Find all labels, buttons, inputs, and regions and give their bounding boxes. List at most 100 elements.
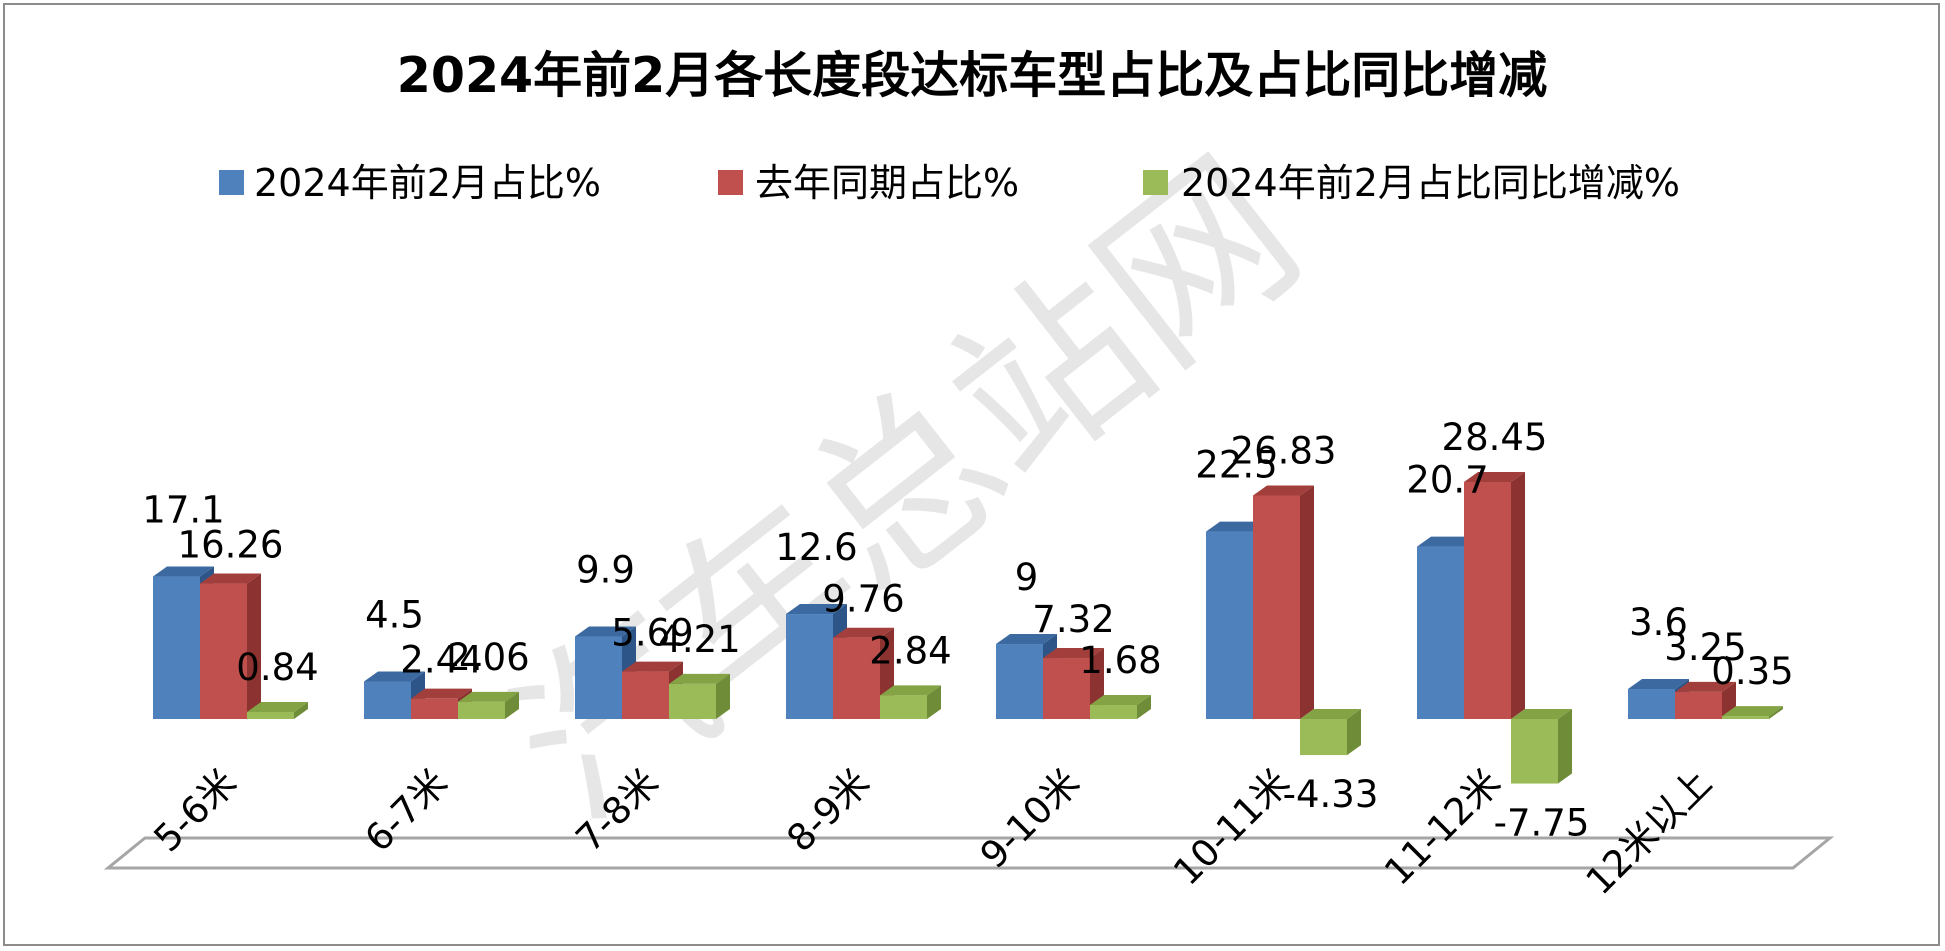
bar-front-2024-4	[996, 644, 1043, 719]
bar-top-change-7	[1722, 706, 1783, 717]
bar-top-2024-4	[996, 634, 1057, 645]
bar-top-last-year-3	[833, 627, 894, 638]
bar-front-2024-3	[786, 614, 833, 719]
bar-front-change-2	[669, 683, 716, 719]
bar-top-last-year-7	[1675, 681, 1736, 692]
bar-top-last-year-1	[411, 688, 472, 699]
bar-side-change-4	[1137, 695, 1151, 719]
bar-side-change-1	[505, 691, 519, 719]
bars-layer	[153, 472, 1783, 784]
bar-last-year-6	[1464, 472, 1525, 719]
category-label-0: 5-6米	[146, 761, 245, 860]
bar-top-last-year-5	[1253, 485, 1314, 496]
legend-swatch-change	[1143, 170, 1168, 195]
bar-top-2024-6	[1417, 536, 1478, 547]
bar-side-change-6	[1558, 709, 1572, 784]
bar-change-4	[1090, 695, 1151, 719]
bar-front-2024-0	[153, 576, 200, 719]
value-label-last-year-7: 3.25	[1664, 626, 1746, 669]
bar-top-2024-2	[575, 626, 636, 637]
bar-front-change-4	[1090, 705, 1137, 719]
bar-side-change-5	[1347, 709, 1361, 756]
bar-front-change-7	[1722, 716, 1769, 719]
value-label-last-year-5: 26.83	[1231, 430, 1337, 473]
value-label-change-7: 0.35	[1711, 650, 1793, 693]
value-label-change-3: 2.84	[869, 629, 951, 672]
bar-top-2024-3	[786, 604, 847, 615]
legend-label-last-year: 去年同期占比%	[755, 161, 1019, 205]
bar-top-last-year-0	[200, 573, 261, 584]
value-label-2024-1: 4.5	[365, 594, 424, 637]
category-label-5: 10-11米	[1165, 761, 1298, 894]
bar-change-0	[247, 702, 308, 719]
value-label-change-5: -4.33	[1283, 773, 1379, 816]
bar-change-7	[1722, 706, 1783, 719]
value-labels-layer: 17.116.26 0.84 4.52.442.06 9.9 5.694.21 12.6 9…	[142, 416, 1793, 845]
value-label-last-year-1: 2.44	[400, 639, 482, 682]
value-label-2024-2: 9.9	[576, 549, 635, 592]
bar-front-2024-6	[1417, 546, 1464, 719]
legend: 2024年前2月占比% 去年同期占比% 2024年前2月占比同比增减%	[219, 161, 1680, 205]
bar-top-change-2	[669, 673, 730, 684]
bar-side-change-0	[294, 702, 308, 719]
bar-front-2024-2	[575, 636, 622, 719]
category-label-1: 6-7米	[357, 761, 456, 860]
legend-swatch-2024	[219, 170, 244, 195]
bar-front-change-6	[1511, 719, 1558, 784]
value-label-change-1: 2.06	[447, 636, 529, 679]
bar-top-2024-0	[153, 566, 214, 577]
legend-label-2024: 2024年前2月占比%	[254, 161, 601, 205]
bar-side-last-year-5	[1300, 485, 1314, 719]
value-label-2024-4: 9	[1015, 556, 1039, 599]
bar-last-year-5	[1253, 485, 1314, 719]
bar-front-last-year-7	[1675, 691, 1722, 719]
value-label-change-4: 1.68	[1079, 639, 1161, 682]
category-label-4: 9-10米	[972, 761, 1088, 877]
bar-top-change-3	[880, 685, 941, 696]
value-label-2024-7: 3.6	[1629, 601, 1688, 644]
bar-top-change-4	[1090, 695, 1151, 706]
bar-front-2024-1	[364, 681, 411, 719]
value-label-2024-3: 12.6	[775, 526, 857, 569]
value-label-2024-6: 20.7	[1406, 459, 1488, 502]
value-label-change-2: 4.21	[658, 618, 740, 661]
bar-front-last-year-3	[833, 637, 880, 719]
value-label-2024-5: 22.5	[1195, 444, 1277, 487]
value-label-change-6: -7.75	[1494, 802, 1590, 845]
chart-floor	[103, 836, 1835, 870]
bar-front-change-0	[247, 712, 294, 719]
value-label-2024-0: 17.1	[142, 489, 224, 532]
category-label-7: 12米以上	[1578, 761, 1720, 903]
bar-2024-1	[364, 671, 425, 719]
legend-label-change: 2024年前2月占比同比增减%	[1181, 161, 1680, 205]
bar-front-change-3	[880, 695, 927, 719]
bar-side-change-2	[716, 673, 730, 719]
bar-last-year-0	[200, 573, 261, 719]
bar-top-change-0	[247, 702, 308, 713]
value-label-last-year-6: 28.45	[1442, 416, 1548, 459]
bar-front-change-5	[1300, 719, 1347, 756]
bar-front-last-year-0	[200, 583, 247, 719]
value-label-last-year-0: 16.26	[178, 524, 284, 567]
bar-side-change-7	[1769, 706, 1783, 719]
category-label-6: 11-12米	[1376, 761, 1509, 894]
bar-last-year-7	[1675, 681, 1736, 719]
bar-front-change-1	[458, 701, 505, 719]
bar-side-last-year-0	[247, 573, 261, 719]
bar-top-2024-7	[1628, 679, 1689, 690]
bar-side-change-3	[927, 685, 941, 719]
bar-side-last-year-6	[1511, 472, 1525, 719]
value-label-last-year-2: 5.69	[611, 612, 693, 655]
bar-top-change-6	[1511, 709, 1572, 719]
bar-front-last-year-6	[1464, 482, 1511, 719]
bar-front-last-year-4	[1043, 658, 1090, 719]
category-labels-layer: 5-6米 6-7米 7-8米 8-9米 9-10米 10-11米 11-12米 12米以上	[146, 761, 1720, 903]
bar-change-6	[1511, 709, 1572, 784]
value-label-last-year-3: 9.76	[822, 578, 904, 621]
category-label-3: 8-9米	[779, 761, 878, 860]
value-label-change-0: 0.84	[236, 646, 318, 689]
bar-front-last-year-1	[411, 698, 458, 719]
bar-top-last-year-6	[1464, 472, 1525, 483]
bar-top-change-1	[458, 691, 519, 702]
